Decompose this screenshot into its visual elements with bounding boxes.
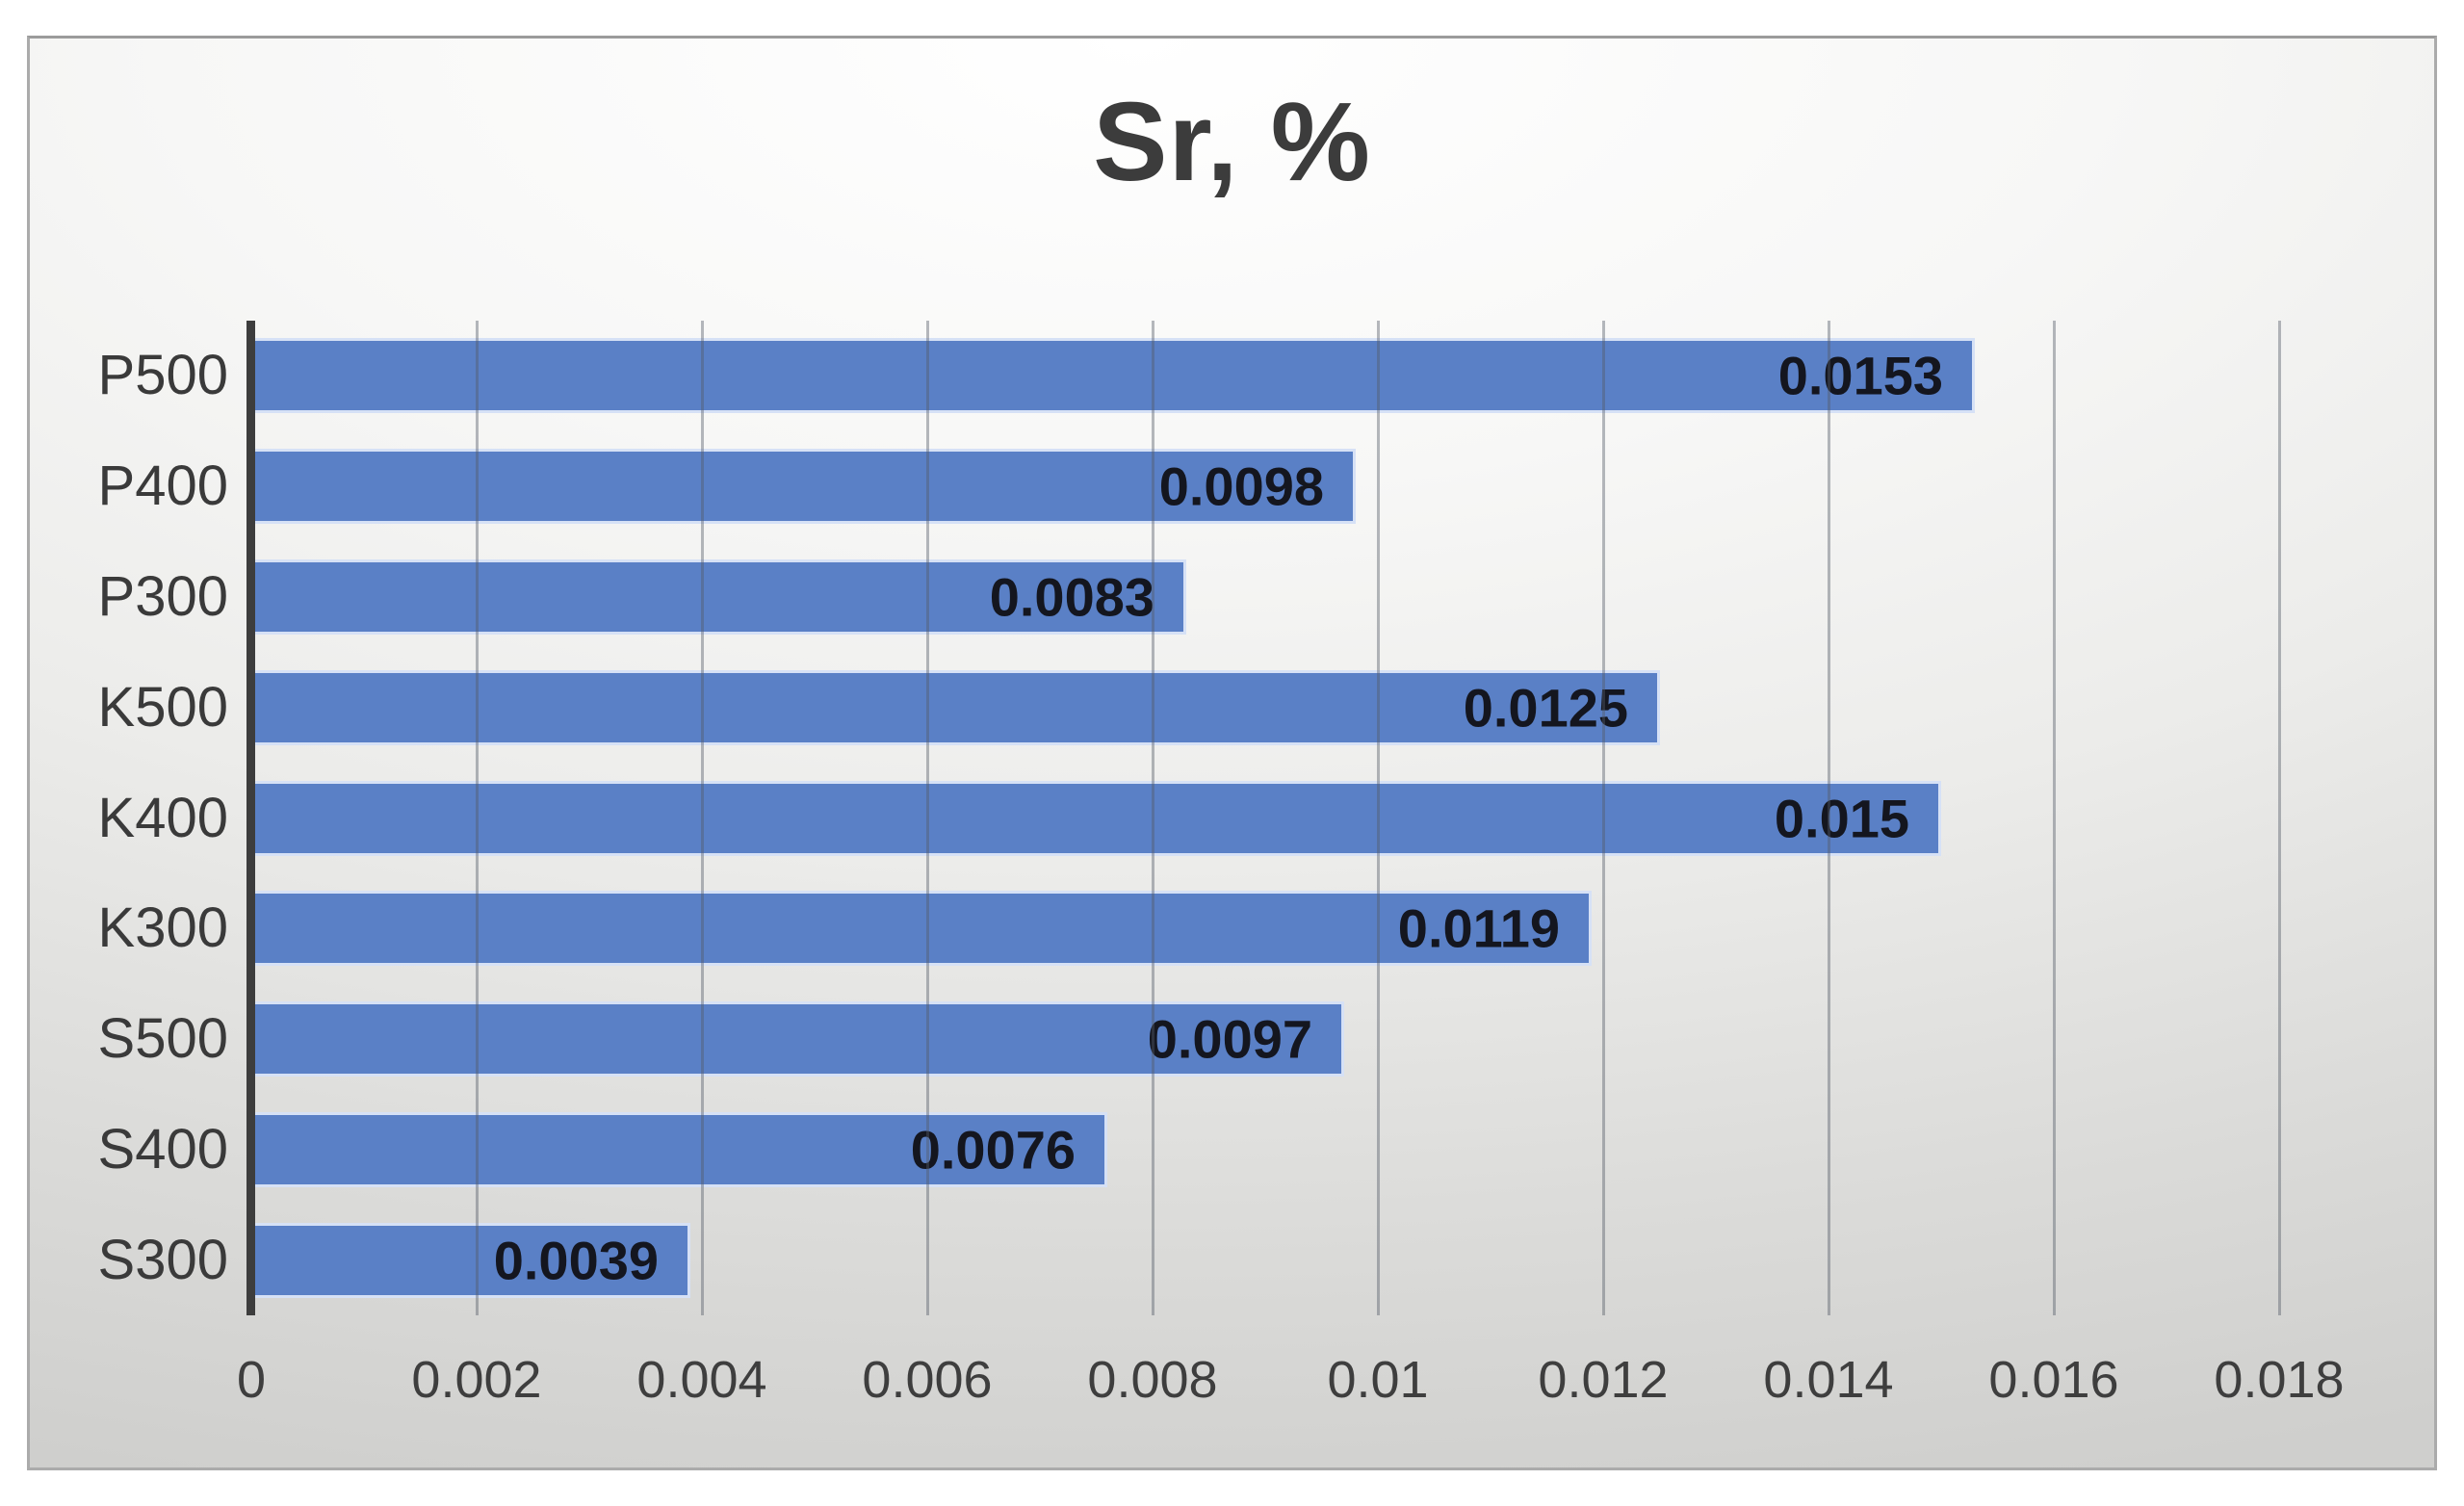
category-label: P400 [97,454,228,518]
x-axis-tick-label: 0.018 [2214,1351,2345,1409]
data-label: 0.0039 [493,1230,659,1291]
chart-container: Sr, % P500 P400 P300 K500 K400 K300 S500 S400 S3… [27,36,2437,1470]
bar: 0.0083 [251,558,1186,635]
data-label: 0.0098 [1158,455,1324,517]
data-label: 0.0083 [989,566,1154,628]
plot-area: 0.0153 0.0098 0.0083 0.0125 0.015 0.0119 0.009… [246,321,2281,1315]
category-label: P500 [97,344,228,407]
data-label: 0.0097 [1147,1008,1312,1070]
x-axis-tick-label: 0.004 [636,1351,767,1409]
bar: 0.0125 [251,669,1660,745]
bar: 0.0153 [251,338,1975,414]
category-axis-line [246,321,255,1315]
x-axis-tick-label: 0.01 [1327,1351,1429,1409]
data-label: 0.0125 [1463,677,1628,739]
category-axis-labels: P500 P400 P300 K500 K400 K300 S500 S400 S300 [86,321,228,1315]
category-label: K300 [97,896,228,960]
category-label: K400 [97,786,228,849]
data-label: 0.015 [1774,788,1909,848]
category-label: S500 [97,1007,228,1071]
bar: 0.0119 [251,891,1592,967]
data-label: 0.0119 [1397,897,1560,959]
category-label: K500 [97,675,228,739]
x-axis-tick-label: 0 [236,1351,267,1409]
category-label: S400 [97,1117,228,1181]
x-axis-tick-label: 0.008 [1087,1351,1218,1409]
x-axis-tick-label: 0.006 [862,1351,993,1409]
bars-layer: 0.0153 0.0098 0.0083 0.0125 0.015 0.0119 0.009… [251,321,2279,1315]
bar: 0.0097 [251,1001,1344,1078]
value-axis-labels: 0 0.002 0.004 0.006 0.008 0.01 0.012 0.014 0.016… [237,1350,2345,1427]
x-axis-tick-label: 0.014 [1763,1351,1894,1409]
bar: 0.015 [251,780,1941,856]
category-label: S300 [97,1228,228,1291]
bar: 0.0076 [251,1111,1107,1187]
bar: 0.0098 [251,449,1356,525]
data-label: 0.0076 [910,1119,1076,1181]
data-label: 0.0153 [1777,345,1943,406]
chart-title: Sr, % [1093,79,1371,204]
x-axis-tick-label: 0.012 [1538,1351,1669,1409]
category-label: P300 [97,564,228,628]
x-axis-tick-label: 0.016 [1988,1351,2119,1409]
bar: 0.0039 [251,1222,690,1298]
x-axis-tick-label: 0.002 [411,1351,542,1409]
